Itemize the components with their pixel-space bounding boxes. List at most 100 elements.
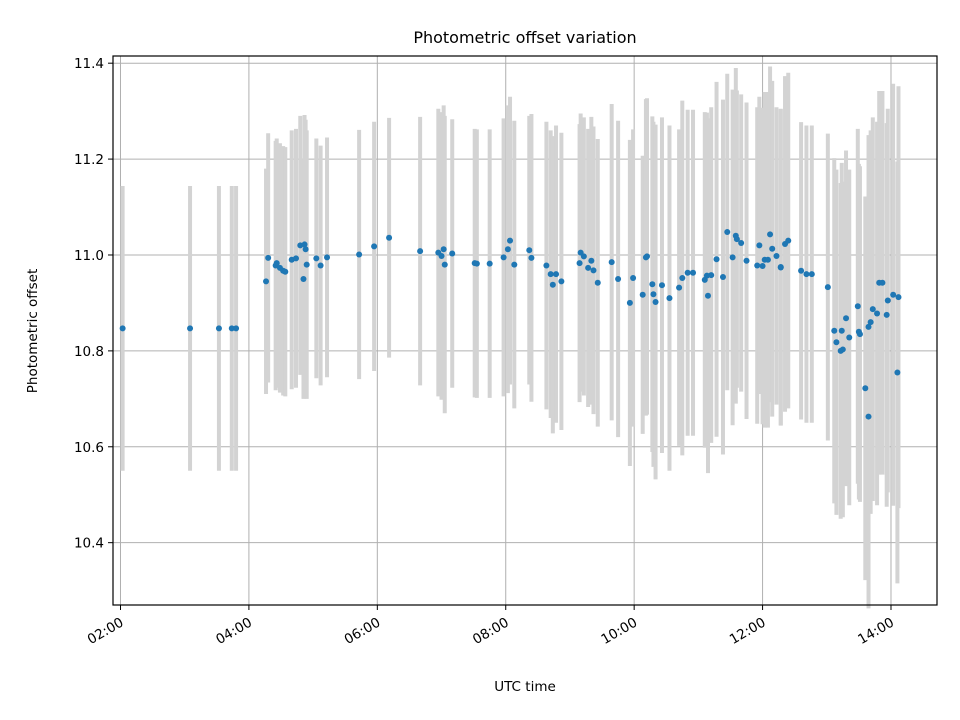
data-point bbox=[894, 369, 901, 376]
data-point bbox=[547, 271, 554, 278]
data-point bbox=[690, 269, 697, 276]
data-point bbox=[649, 281, 656, 288]
data-point bbox=[777, 264, 784, 271]
y-axis-label: Photometric offset bbox=[25, 269, 41, 393]
data-point bbox=[576, 260, 583, 267]
data-point bbox=[867, 319, 874, 326]
data-point bbox=[862, 385, 869, 392]
data-point bbox=[549, 281, 556, 288]
data-point bbox=[119, 325, 126, 332]
x-axis-label: UTC time bbox=[494, 679, 556, 695]
y-tick-label: 11.4 bbox=[74, 56, 104, 72]
data-point bbox=[713, 256, 720, 263]
data-point bbox=[643, 253, 650, 260]
data-point bbox=[679, 274, 686, 281]
data-point bbox=[729, 254, 736, 261]
data-point bbox=[865, 323, 872, 330]
data-point bbox=[233, 325, 240, 332]
data-point bbox=[838, 327, 845, 334]
data-point bbox=[724, 228, 731, 235]
data-point bbox=[528, 254, 535, 261]
data-point bbox=[704, 292, 711, 299]
data-point bbox=[356, 251, 363, 258]
data-point bbox=[759, 263, 766, 270]
data-point bbox=[608, 259, 615, 266]
data-point bbox=[879, 279, 886, 286]
data-point bbox=[865, 413, 872, 420]
data-point bbox=[738, 239, 745, 246]
data-point bbox=[719, 274, 726, 281]
data-point bbox=[666, 295, 673, 302]
data-point bbox=[590, 267, 597, 274]
data-point bbox=[684, 269, 691, 276]
data-point bbox=[301, 241, 308, 248]
data-point bbox=[585, 264, 592, 271]
data-point bbox=[767, 231, 774, 238]
data-point bbox=[754, 262, 761, 269]
data-point bbox=[846, 334, 853, 341]
y-tick-label: 11.2 bbox=[74, 152, 104, 168]
data-point bbox=[756, 242, 763, 249]
data-point bbox=[890, 291, 897, 298]
data-point bbox=[273, 260, 280, 267]
data-point bbox=[895, 294, 902, 301]
data-point bbox=[785, 237, 792, 244]
data-point bbox=[798, 267, 805, 274]
data-point bbox=[869, 306, 876, 313]
data-point bbox=[265, 254, 272, 261]
data-point bbox=[543, 262, 550, 269]
y-tick-label: 10.8 bbox=[74, 344, 104, 360]
data-point bbox=[676, 284, 683, 291]
data-point bbox=[615, 275, 622, 282]
data-point bbox=[386, 234, 393, 241]
data-point bbox=[317, 262, 324, 269]
data-point bbox=[652, 298, 659, 305]
data-point bbox=[371, 243, 378, 250]
data-point bbox=[486, 260, 493, 267]
data-point bbox=[630, 274, 637, 281]
data-point bbox=[843, 315, 850, 322]
data-point bbox=[300, 275, 307, 282]
data-point bbox=[500, 254, 507, 261]
data-point bbox=[440, 246, 447, 253]
plot-frame bbox=[112, 55, 938, 606]
data-point bbox=[769, 245, 776, 252]
data-point bbox=[473, 260, 480, 267]
data-point bbox=[558, 278, 565, 285]
data-point bbox=[526, 247, 533, 254]
y-tick-label: 10.6 bbox=[74, 440, 104, 456]
data-point bbox=[733, 236, 740, 243]
data-point bbox=[263, 278, 270, 285]
data-point bbox=[417, 248, 424, 255]
data-points bbox=[119, 228, 902, 420]
data-point bbox=[313, 255, 320, 262]
data-point bbox=[874, 310, 881, 317]
data-point bbox=[803, 271, 810, 278]
data-point bbox=[507, 237, 514, 244]
data-point bbox=[650, 291, 657, 298]
y-tick-label: 11.0 bbox=[74, 248, 104, 264]
data-point bbox=[187, 325, 194, 332]
data-point bbox=[504, 246, 511, 253]
data-point bbox=[449, 250, 456, 257]
data-point bbox=[588, 257, 595, 264]
data-point bbox=[639, 291, 646, 298]
data-point bbox=[854, 303, 861, 310]
data-point bbox=[303, 261, 310, 268]
data-point bbox=[511, 261, 518, 268]
data-point bbox=[833, 339, 840, 346]
data-point bbox=[883, 311, 890, 318]
chart-title: Photometric offset variation bbox=[413, 28, 636, 47]
y-tick-label: 10.4 bbox=[74, 536, 104, 552]
data-point bbox=[773, 252, 780, 259]
data-point bbox=[324, 254, 331, 261]
data-point bbox=[626, 299, 633, 306]
data-point bbox=[292, 255, 299, 262]
data-point bbox=[302, 246, 309, 253]
data-point bbox=[553, 271, 560, 278]
data-point bbox=[764, 256, 771, 263]
data-point bbox=[824, 284, 831, 291]
data-point bbox=[831, 327, 838, 334]
